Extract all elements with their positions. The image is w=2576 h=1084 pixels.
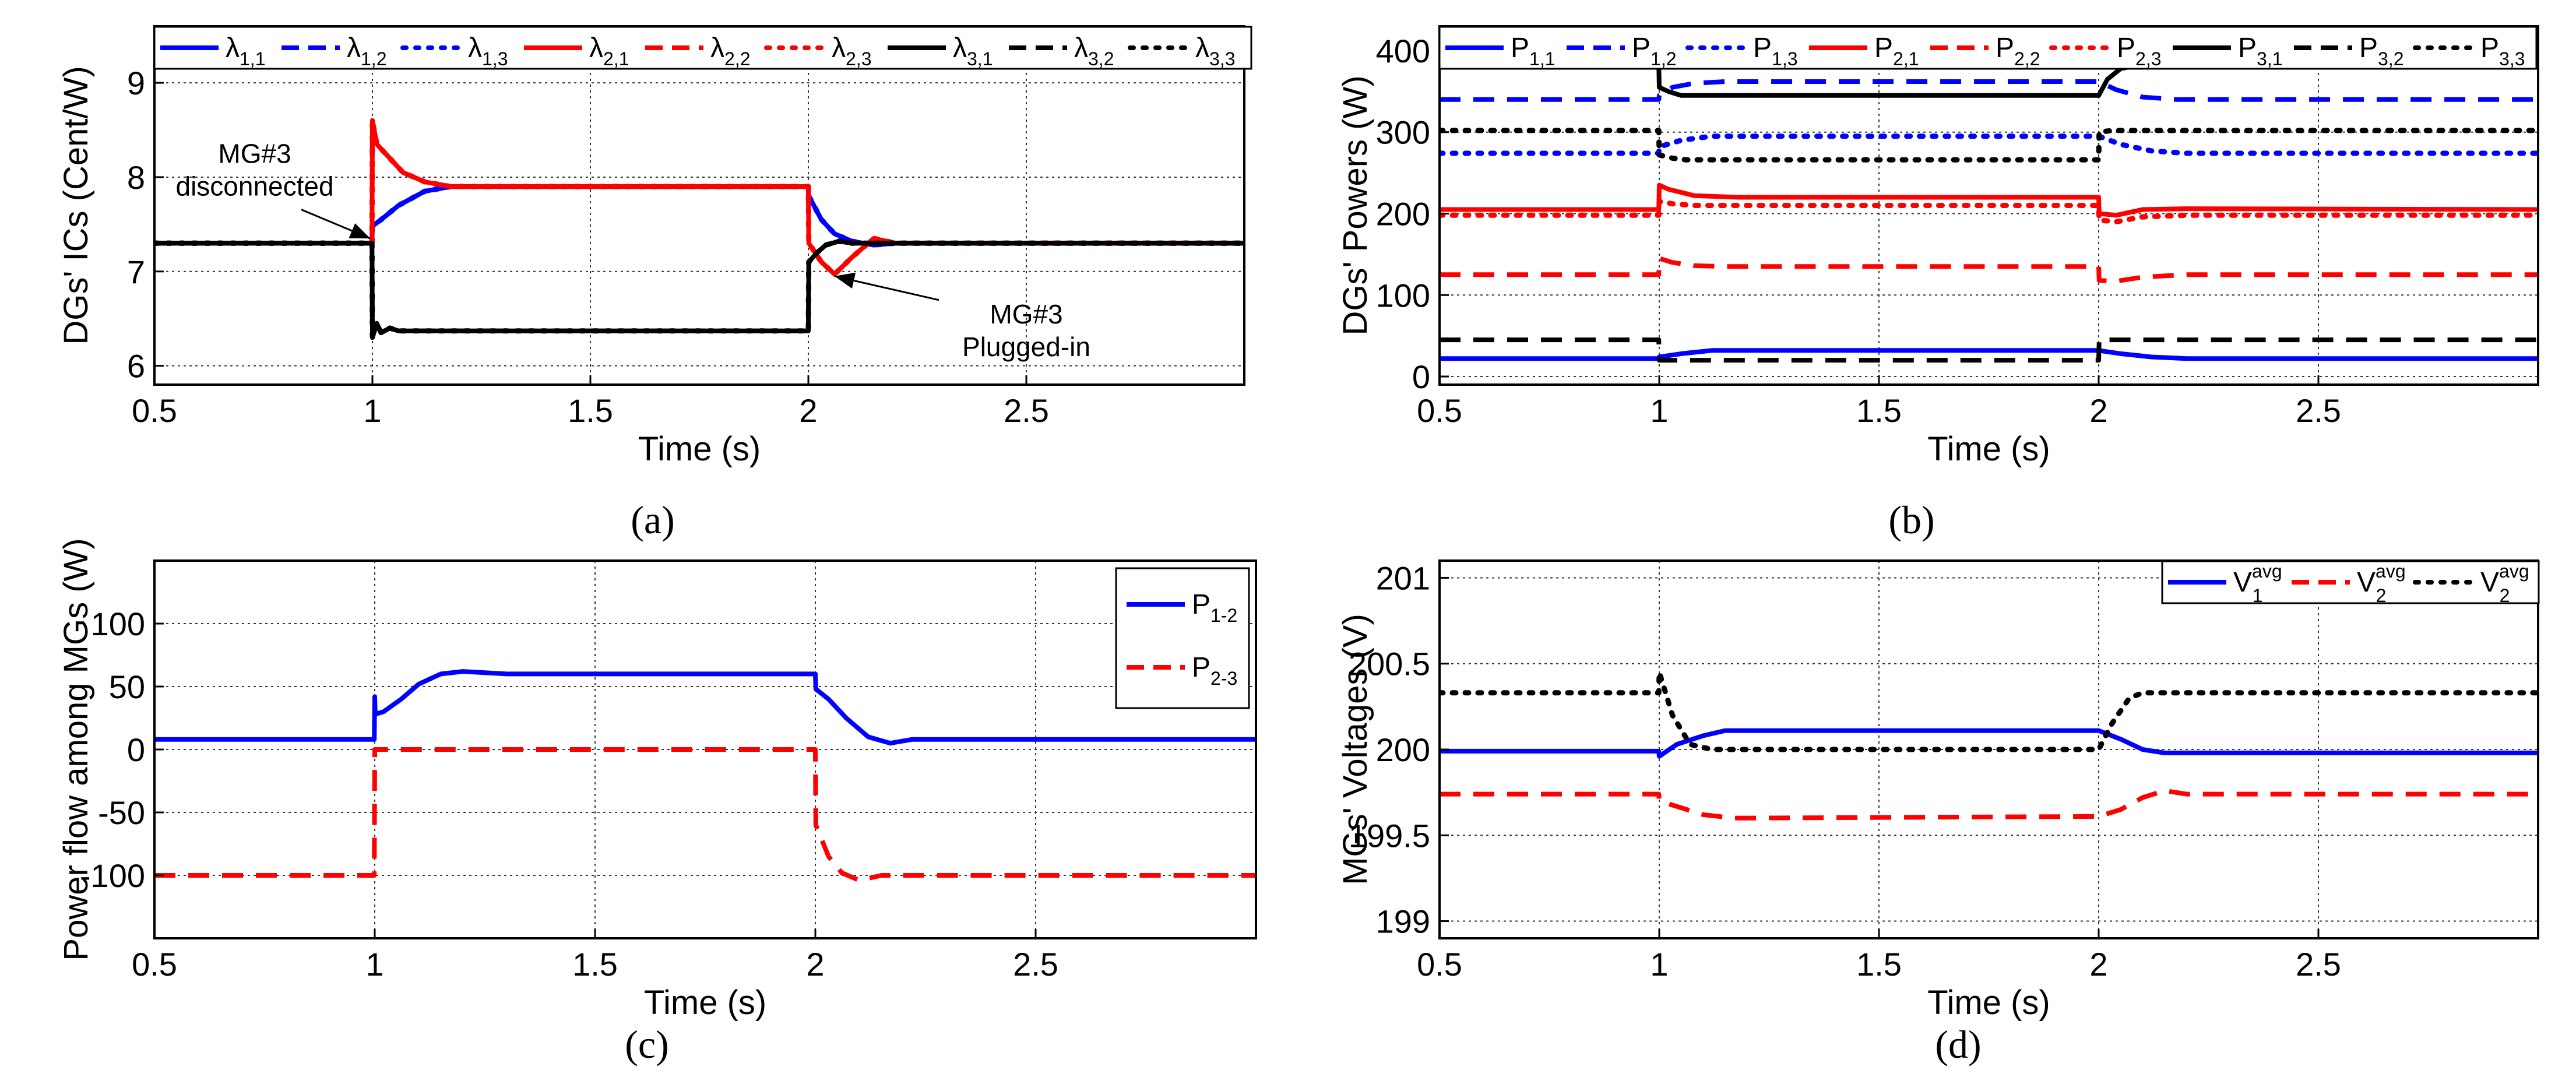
y-tick-label: 0 — [127, 731, 145, 768]
legend-entry: P1,2 — [1632, 33, 1677, 69]
series-line-2 — [1440, 788, 2538, 821]
x-axis-label: Time (s) — [638, 430, 761, 468]
chart-panel-a: 0.5 1 1.5 2 2.5 6 7 8 9 Time (s) DGs' ICs (Cent/W)… — [57, 25, 1252, 542]
x-tick-label: 1.5 — [1856, 392, 1902, 429]
legend: P1,1 P1,2 P1,3 P2,1 P2,2 P2,3 P3,1 P3,2 P3,3 — [1438, 26, 2538, 70]
annotation-text: MG#3 — [990, 299, 1062, 329]
series-line-2,3 — [1440, 199, 2538, 224]
y-tick-label: 100 — [1376, 277, 1430, 314]
series-line-3,3 — [1440, 128, 2538, 163]
panel-label: (d) — [1935, 1022, 1981, 1067]
legend: λ1,1 λ1,2 λ1,3 λ2,1 λ2,2 λ2,3 λ3,1 λ3,2 λ3,3 — [153, 26, 1252, 70]
x-tick-label: 2.5 — [1013, 946, 1058, 983]
y-tick-label: 300 — [1376, 114, 1430, 151]
legend: P1-2P2-3 — [1115, 567, 1250, 709]
chart-panel-d: 0.5 1 1.5 2 2.5 199 199.5 200 200.5 201 Time (s) MG… — [1336, 559, 2540, 1067]
y-tick-label: 200 — [1376, 731, 1430, 768]
x-tick-label: 2.5 — [2296, 392, 2341, 429]
chart-panel-c: 0.5 1 1.5 2 2.5 -100 -50 0 50 100 Time (s) Power fl… — [57, 538, 1257, 1067]
panel-label: (c) — [625, 1022, 668, 1067]
y-tick-label: 7 — [127, 254, 145, 290]
series-line-3,2 — [1440, 337, 2538, 363]
annotation-text: MG#3 — [218, 139, 291, 169]
y-tick-label: 200.5 — [1349, 646, 1430, 682]
x-tick-label: 2 — [2089, 392, 2107, 429]
y-tick-label: 8 — [127, 159, 145, 196]
y-tick-label: -50 — [98, 794, 145, 831]
series-group — [154, 669, 1256, 883]
series-line-2,2 — [1440, 256, 2538, 284]
series-line-2 — [1440, 670, 2538, 752]
y-tick-label: 100 — [91, 606, 145, 642]
series-line-2,3 — [154, 118, 1244, 277]
annotation-text: Plugged-in — [962, 332, 1090, 362]
series-line-1 — [1440, 728, 2538, 759]
series-group — [154, 118, 1244, 340]
y-tick-label: 199.5 — [1349, 817, 1430, 854]
y-tick-label: 0 — [1412, 358, 1430, 395]
annotation-arrowhead — [834, 272, 856, 289]
y-axis-label: MGs' Voltages (V) — [1336, 614, 1374, 885]
series-line-1,2 — [1440, 79, 2538, 102]
x-tick-label: 0.5 — [132, 946, 177, 983]
legend-entry: P3,3 — [2480, 33, 2525, 69]
y-tick-label: 50 — [109, 668, 145, 705]
y-tick-label: 200 — [1376, 195, 1430, 232]
y-axis-label: Power flow among MGs (W) — [57, 538, 95, 960]
annotation-text: disconnected — [175, 171, 333, 202]
series-line-3,3 — [154, 238, 1244, 340]
series-line-1-2 — [154, 669, 1256, 746]
y-tick-label: -100 — [80, 857, 145, 894]
series-group — [1440, 670, 2538, 821]
x-tick-label: 1 — [1650, 946, 1668, 983]
plot-area — [154, 26, 1244, 385]
x-tick-label: 2.5 — [1004, 392, 1049, 429]
annotation-arrowhead — [349, 223, 371, 239]
panel-label: (b) — [1888, 498, 1934, 542]
x-axis-label: Time (s) — [644, 984, 766, 1022]
series-line-2-3 — [154, 747, 1256, 883]
x-tick-label: 0.5 — [132, 392, 177, 429]
legend-box — [1115, 567, 1250, 709]
chart-panel-b: 0.5 1 1.5 2 2.5 0 100 200 300 400 Time (s) DGs' Pow… — [1336, 25, 2539, 542]
series-line-1,3 — [1440, 133, 2538, 156]
legend-entry: P1,1 — [1511, 33, 1556, 69]
y-tick-label: 400 — [1376, 33, 1430, 69]
x-tick-label: 2 — [2089, 946, 2107, 983]
x-tick-label: 0.5 — [1417, 392, 1462, 429]
x-tick-label: 1 — [365, 946, 383, 983]
x-tick-label: 1.5 — [1856, 946, 1902, 983]
y-tick-label: 199 — [1376, 903, 1430, 940]
series-line-2,1 — [1440, 182, 2538, 218]
x-tick-label: 2.5 — [2296, 946, 2341, 983]
y-tick-label: 201 — [1376, 559, 1430, 596]
x-axis-label: Time (s) — [1927, 984, 2050, 1022]
x-tick-label: 1.5 — [568, 392, 613, 429]
panel-label: (a) — [631, 498, 674, 542]
x-tick-label: 2 — [799, 392, 817, 429]
x-tick-label: 0.5 — [1417, 946, 1462, 983]
y-axis-label: DGs' Powers (W) — [1336, 75, 1374, 335]
legend: Vavg 1 Vavg 2 Vavg 2 — [2161, 560, 2540, 606]
x-tick-label: 1 — [1650, 392, 1668, 429]
y-tick-label: 6 — [127, 348, 145, 385]
y-axis-label: DGs' ICs (Cent/W) — [57, 66, 95, 344]
x-tick-label: 2 — [806, 946, 824, 983]
x-tick-label: 1 — [363, 392, 381, 429]
x-axis-label: Time (s) — [1927, 430, 2050, 468]
x-tick-label: 1.5 — [572, 946, 618, 983]
y-tick-label: 9 — [127, 65, 145, 101]
